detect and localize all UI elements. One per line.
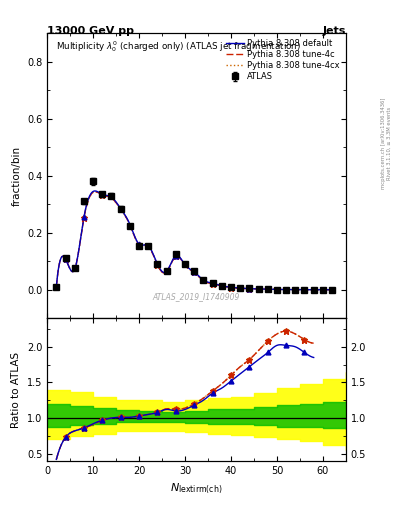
Pythia 8.308 tune-4cx xyxy=(87,194,92,200)
Y-axis label: Ratio to ATLAS: Ratio to ATLAS xyxy=(11,351,21,428)
Pythia 8.308 default xyxy=(164,269,169,275)
Pythia 8.308 tune-4c xyxy=(330,287,334,293)
Line: Pythia 8.308 default: Pythia 8.308 default xyxy=(56,191,332,290)
Pythia 8.308 tune-4cx xyxy=(164,269,169,275)
Line: Pythia 8.308 tune-4c: Pythia 8.308 tune-4c xyxy=(56,191,332,290)
Pythia 8.308 default xyxy=(328,287,332,293)
Pythia 8.308 tune-4c xyxy=(87,194,92,200)
Pythia 8.308 tune-4cx xyxy=(54,283,59,289)
Pythia 8.308 default xyxy=(93,188,97,194)
Text: Multiplicity $\lambda_0^0$ (charged only) (ATLAS jet fragmentation): Multiplicity $\lambda_0^0$ (charged only… xyxy=(56,39,301,54)
Pythia 8.308 default xyxy=(87,193,92,199)
Pythia 8.308 default xyxy=(54,283,59,289)
Text: 13000 GeV pp: 13000 GeV pp xyxy=(47,26,134,36)
Pythia 8.308 default xyxy=(228,284,233,290)
Pythia 8.308 tune-4c xyxy=(254,286,259,292)
Pythia 8.308 default xyxy=(330,287,334,293)
Text: ATLAS_2019_I1740909: ATLAS_2019_I1740909 xyxy=(153,292,240,301)
Text: Rivet 3.1.10, ≥ 3.3M events: Rivet 3.1.10, ≥ 3.3M events xyxy=(387,106,391,180)
Text: Jets: Jets xyxy=(323,26,346,36)
Line: Pythia 8.308 tune-4cx: Pythia 8.308 tune-4cx xyxy=(56,191,332,290)
Pythia 8.308 tune-4c xyxy=(164,269,169,275)
Pythia 8.308 tune-4c xyxy=(255,286,260,292)
Pythia 8.308 tune-4c xyxy=(54,283,59,289)
Legend: Pythia 8.308 default, Pythia 8.308 tune-4c, Pythia 8.308 tune-4cx, ATLAS: Pythia 8.308 default, Pythia 8.308 tune-… xyxy=(224,37,342,83)
X-axis label: $N_{\mathrm{lextirm(ch)}}$: $N_{\mathrm{lextirm(ch)}}$ xyxy=(170,481,223,496)
Pythia 8.308 tune-4cx xyxy=(255,286,260,292)
Pythia 8.308 tune-4cx xyxy=(145,242,149,248)
Pythia 8.308 tune-4cx xyxy=(254,286,259,292)
Pythia 8.308 tune-4c xyxy=(328,287,332,293)
Pythia 8.308 tune-4cx xyxy=(328,287,332,293)
Y-axis label: fraction/bin: fraction/bin xyxy=(11,146,21,206)
Text: mcplots.cern.ch [arXiv:1306.3436]: mcplots.cern.ch [arXiv:1306.3436] xyxy=(381,98,386,189)
Pythia 8.308 default xyxy=(255,286,260,292)
Pythia 8.308 default xyxy=(145,242,149,248)
Pythia 8.308 tune-4cx xyxy=(228,284,233,290)
Pythia 8.308 tune-4cx xyxy=(93,188,97,195)
Pythia 8.308 tune-4c xyxy=(145,242,149,248)
Pythia 8.308 default xyxy=(254,286,259,292)
Pythia 8.308 tune-4c xyxy=(228,284,233,290)
Pythia 8.308 tune-4cx xyxy=(330,287,334,293)
Pythia 8.308 tune-4c xyxy=(93,188,97,195)
